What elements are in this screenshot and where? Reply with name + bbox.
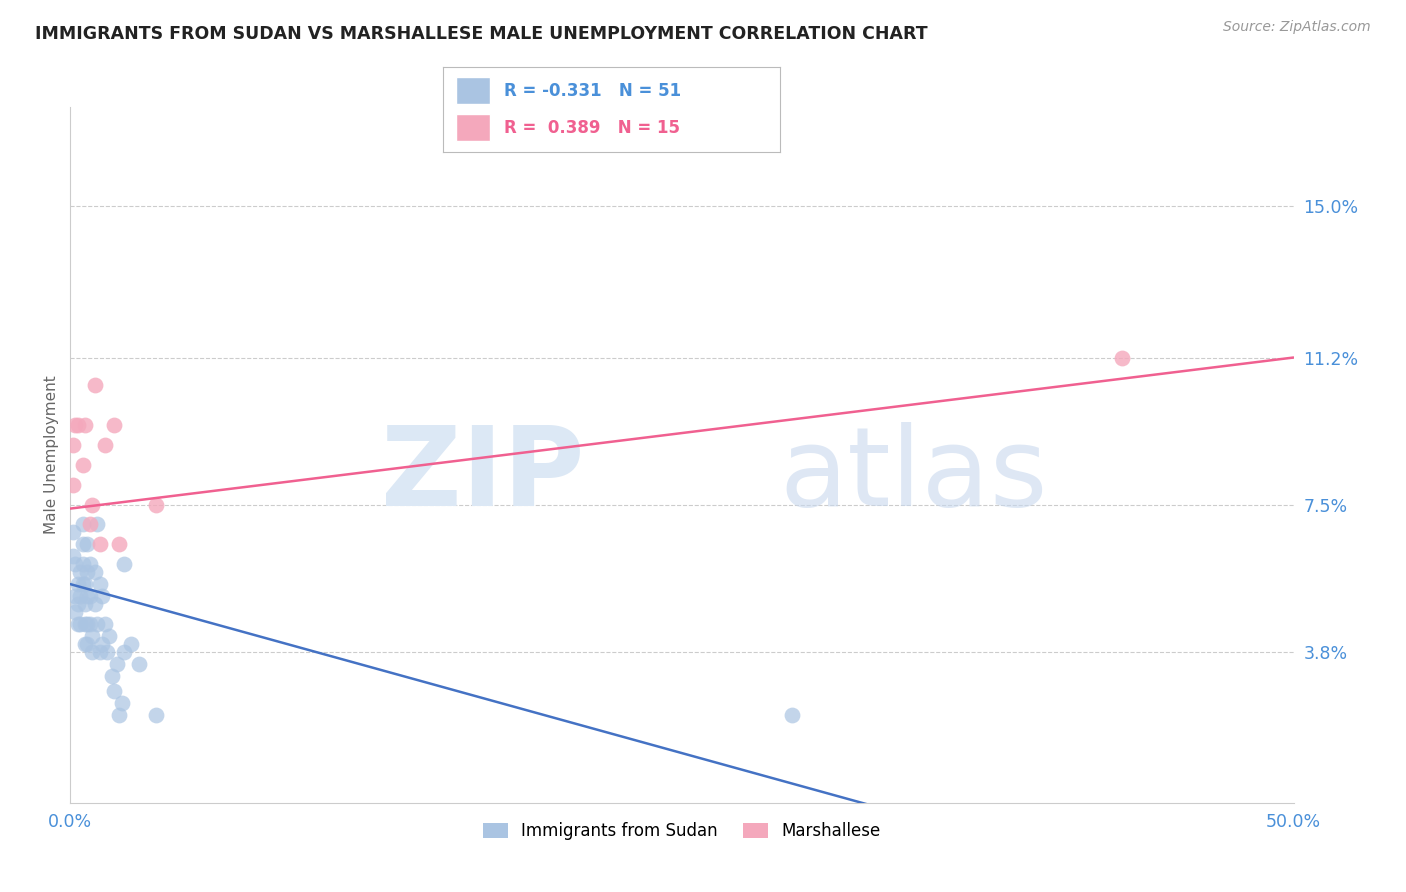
Point: [79, 589, 101, 603]
Point: [76, 616, 98, 631]
Point: [62, 525, 84, 540]
Point: [105, 657, 128, 671]
Text: atlas: atlas: [780, 422, 1049, 529]
Point: [72, 558, 94, 572]
Point: [108, 537, 131, 551]
Point: [83, 597, 105, 611]
Point: [72, 517, 94, 532]
Point: [121, 637, 143, 651]
Point: [72, 537, 94, 551]
Point: [145, 498, 167, 512]
Point: [91, 637, 114, 651]
Point: [76, 637, 98, 651]
Point: [103, 684, 125, 698]
Point: [108, 708, 131, 723]
Point: [103, 418, 125, 433]
Point: [63, 589, 86, 603]
Point: [62, 549, 84, 564]
Point: [62, 438, 84, 452]
Point: [66, 577, 89, 591]
Point: [101, 668, 124, 682]
Point: [82, 645, 104, 659]
Point: [86, 616, 108, 631]
Point: [63, 605, 86, 619]
Point: [73, 637, 96, 651]
Point: [76, 537, 98, 551]
Text: ZIP: ZIP: [381, 422, 583, 529]
Text: Source: ZipAtlas.com: Source: ZipAtlas.com: [1223, 20, 1371, 34]
Point: [82, 629, 104, 643]
Text: IMMIGRANTS FROM SUDAN VS MARSHALLESE MALE UNEMPLOYMENT CORRELATION CHART: IMMIGRANTS FROM SUDAN VS MARSHALLESE MAL…: [35, 25, 928, 43]
Point: [112, 558, 135, 572]
Point: [128, 657, 150, 671]
Point: [69, 565, 91, 579]
Point: [79, 616, 101, 631]
Point: [145, 708, 167, 723]
Point: [91, 589, 114, 603]
Point: [111, 697, 134, 711]
Point: [66, 418, 89, 433]
Point: [83, 378, 105, 392]
Point: [96, 645, 118, 659]
Point: [76, 589, 98, 603]
Point: [89, 645, 111, 659]
FancyBboxPatch shape: [457, 77, 491, 104]
Point: [63, 558, 86, 572]
Point: [73, 418, 96, 433]
Point: [79, 517, 101, 532]
Legend: Immigrants from Sudan, Marshallese: Immigrants from Sudan, Marshallese: [477, 815, 887, 847]
Text: R = -0.331   N = 51: R = -0.331 N = 51: [503, 82, 681, 100]
Y-axis label: Male Unemployment: Male Unemployment: [44, 376, 59, 534]
Point: [72, 577, 94, 591]
Point: [98, 629, 121, 643]
Point: [83, 565, 105, 579]
Point: [1111, 351, 1133, 365]
Point: [72, 458, 94, 472]
Point: [76, 565, 98, 579]
Point: [112, 645, 135, 659]
Point: [93, 616, 115, 631]
FancyBboxPatch shape: [457, 114, 491, 142]
Point: [66, 597, 89, 611]
Point: [69, 589, 91, 603]
Point: [82, 498, 104, 512]
Text: R =  0.389   N = 15: R = 0.389 N = 15: [503, 119, 679, 136]
Point: [73, 597, 96, 611]
Point: [62, 477, 84, 491]
Point: [86, 517, 108, 532]
Point: [89, 537, 111, 551]
Point: [69, 616, 91, 631]
Point: [63, 418, 86, 433]
Point: [73, 577, 96, 591]
Point: [93, 438, 115, 452]
Point: [79, 558, 101, 572]
Point: [66, 616, 89, 631]
Point: [89, 577, 111, 591]
Point: [780, 708, 803, 723]
Point: [73, 616, 96, 631]
